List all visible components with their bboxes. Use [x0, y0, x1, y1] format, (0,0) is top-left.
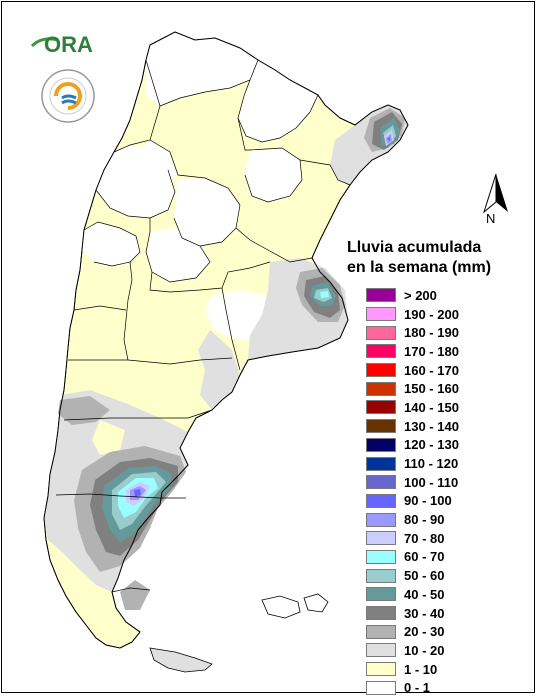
legend-label: 70 - 80	[404, 530, 445, 546]
legend-item: 170 - 180	[366, 342, 459, 361]
legend-swatch	[366, 512, 396, 527]
tierra-del-fuego	[149, 647, 213, 673]
legend-label: 130 - 140	[404, 418, 459, 434]
legend-swatch	[366, 456, 396, 471]
legend-label: 160 - 170	[404, 362, 459, 378]
legend-swatch	[366, 344, 396, 359]
legend-swatch	[366, 307, 396, 322]
legend-label: 60 - 70	[404, 549, 445, 565]
legend-title-line2: en la semana (mm)	[347, 259, 492, 276]
legend-label: 150 - 160	[404, 381, 459, 397]
legend-swatch	[366, 493, 396, 508]
legend-label: 180 - 190	[404, 325, 459, 341]
legend-item: 150 - 160	[366, 379, 459, 398]
legend-item: > 200	[366, 286, 459, 305]
legend-label: 80 - 90	[404, 512, 445, 528]
malvinas-islands	[261, 593, 329, 619]
legend-swatch	[366, 363, 396, 378]
smn-seal-icon	[41, 69, 95, 123]
legend-item: 140 - 150	[366, 398, 459, 417]
legend: > 200 190 - 200 180 - 190 170 - 180 160 - 17…	[366, 286, 459, 697]
legend-label: 0 - 1	[404, 680, 431, 696]
legend-item: 110 - 120	[366, 454, 459, 473]
legend-label: 30 - 40	[404, 605, 445, 621]
legend-label: 170 - 180	[404, 343, 459, 359]
legend-swatch	[366, 606, 396, 621]
legend-item: 20 - 30	[366, 622, 459, 641]
legend-item: 1 - 10	[366, 660, 459, 679]
legend-item: 130 - 140	[366, 417, 459, 436]
legend-item: 190 - 200	[366, 305, 459, 324]
legend-swatch	[366, 568, 396, 583]
legend-item: 10 - 20	[366, 641, 459, 660]
legend-item: 40 - 50	[366, 585, 459, 604]
legend-label: 50 - 60	[404, 568, 445, 584]
legend-label: 90 - 100	[404, 493, 452, 509]
legend-label: 110 - 120	[404, 456, 459, 472]
legend-label: 1 - 10	[404, 661, 438, 677]
dry-areas	[82, 32, 318, 340]
legend-swatch	[366, 587, 396, 602]
legend-label: > 200	[404, 287, 437, 303]
legend-swatch	[366, 288, 396, 303]
legend-label: 190 - 200	[404, 306, 459, 322]
legend-swatch	[366, 643, 396, 658]
legend-item: 30 - 40	[366, 604, 459, 623]
legend-swatch	[366, 662, 396, 677]
legend-label: 10 - 20	[404, 642, 445, 658]
legend-swatch	[366, 624, 396, 639]
province-boundaries	[55, 59, 351, 593]
north-label: N	[486, 211, 496, 226]
legend-label: 140 - 150	[404, 399, 459, 415]
legend-item: 60 - 70	[366, 548, 459, 567]
legend-title-line1: Lluvia acumulada	[347, 239, 482, 256]
legend-item: 70 - 80	[366, 529, 459, 548]
legend-title: Lluvia acumulada en la semana (mm)	[347, 238, 491, 278]
legend-item: 120 - 130	[366, 436, 459, 455]
legend-label: 100 - 110	[404, 474, 459, 490]
legend-swatch	[366, 531, 396, 546]
legend-swatch	[366, 381, 396, 396]
legend-swatch	[366, 475, 396, 490]
svg-text:ORA: ORA	[44, 32, 93, 57]
legend-item: 100 - 110	[366, 473, 459, 492]
legend-swatch	[366, 419, 396, 434]
north-arrow-icon	[483, 173, 508, 214]
legend-swatch	[366, 549, 396, 564]
ora-logo: ORA	[30, 32, 93, 57]
legend-item: 160 - 170	[366, 361, 459, 380]
legend-item: 90 - 100	[366, 492, 459, 511]
legend-swatch	[366, 680, 396, 695]
legend-swatch	[366, 400, 396, 415]
legend-item: 0 - 1	[366, 678, 459, 697]
country-outline	[43, 31, 409, 649]
legend-swatch	[366, 325, 396, 340]
legend-label: 120 - 130	[404, 437, 459, 453]
legend-item: 50 - 60	[366, 566, 459, 585]
legend-label: 20 - 30	[404, 624, 445, 640]
legend-swatch	[366, 437, 396, 452]
legend-label: 40 - 50	[404, 586, 445, 602]
legend-item: 180 - 190	[366, 323, 459, 342]
legend-item: 80 - 90	[366, 510, 459, 529]
